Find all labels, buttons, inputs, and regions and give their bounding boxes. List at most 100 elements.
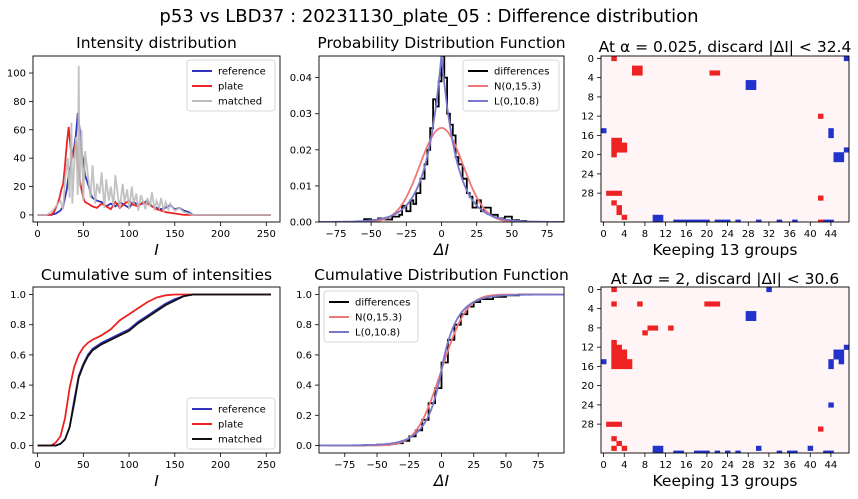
heatmap-cell [818,426,824,432]
y-tick-label: 1.0 [296,290,312,301]
x-tick-label: 36 [783,460,796,471]
y-tick-label: 0.04 [290,73,312,84]
x-tick-label: 16 [680,460,693,471]
y-tick-label: 0.0 [10,441,26,452]
y-tick-label: 0.2 [10,411,26,422]
heatmap-background [601,56,849,222]
heatmap-cell [611,344,617,350]
heatmap-cell [756,219,762,222]
heatmap-cell [621,214,628,220]
heatmap-cell [621,147,628,153]
x-tick-label: 36 [783,229,796,240]
heatmap-cell [745,315,752,321]
x-tick-label: 150 [165,229,184,240]
heatmap-cell [745,84,752,90]
heatmap-cell [673,450,679,453]
y-tick-label: 0 [588,285,594,296]
x-tick-label: 4 [621,229,627,240]
panel-title: At Δσ = 2, discard |ΔI| < 30.6 [611,270,839,288]
heatmap-cell [616,142,622,148]
panel-2: Probability Distribution Function −75 −50 −… [290,34,566,259]
heatmap-cell [719,219,726,222]
heatmap-cell [833,354,839,360]
panel-1: Intensity distribution 0 50 100 150 200 250 0 20… [7,34,281,259]
legend-box [462,59,560,112]
heatmap-cell [616,359,622,365]
y-tick-label: 16 [581,362,594,373]
heatmap-cell [843,56,849,62]
x-tick-label: 25 [467,460,480,471]
y-tick-label: 0.4 [296,381,312,392]
heatmap-cell [632,65,638,71]
x-axis-label: I [154,241,159,259]
figure-title: p53 vs LBD37 : 20231130_plate_05 : Diffe… [159,6,698,27]
legend-entry: reference [218,67,266,78]
heatmap-cell [611,421,617,427]
legend-entry: differences [494,67,549,78]
heatmap-cell [838,354,845,360]
heatmap-cell [818,113,824,119]
heatmap-cell [616,354,622,360]
x-tick-label: 50 [77,460,90,471]
heatmap-cell [725,450,731,453]
heatmap-cell [626,359,633,365]
y-tick-label: 4 [588,73,594,84]
x-tick-label: 200 [211,229,230,240]
heatmap-cell [750,80,757,86]
x-tick-label: 50 [77,229,90,240]
x-tick-label: 8 [642,460,648,471]
y-tick-label: 0 [588,54,594,65]
heatmap-cell [626,363,633,370]
y-tick-label: 0 [20,210,26,221]
series-line-l-0-10-8- [319,293,564,447]
heatmap-cell [657,450,664,453]
legend-entry: plate [218,420,243,431]
x-tick-label: −50 [361,229,382,240]
y-tick-label: 4 [588,304,594,315]
series-line-l-0-10-8- [319,56,564,222]
x-tick-label: 32 [763,229,776,240]
heatmap-cell [601,128,607,134]
y-tick-label: 0.4 [10,381,26,392]
x-tick-label: 44 [825,229,838,240]
heatmap-cell [828,363,834,370]
legend-entry: matched [218,97,262,108]
heatmap-cell [616,205,622,211]
plot-area [37,65,271,216]
legend-entry: N(0,15.3) [494,82,541,93]
y-tick-label: 40 [13,154,26,165]
heatmap-cell [611,363,617,370]
heatmap-cell [611,436,617,442]
panel-4: Cumulative sum of intensities 0 50 100 150 20… [10,266,281,490]
x-tick-label: 100 [120,460,139,471]
heatmap-cell [616,209,622,216]
heatmap-cell [823,219,829,222]
heatmap-cell [621,445,628,451]
heatmap-cell [694,219,700,222]
heatmap-cell [611,287,617,293]
axes-frame [600,55,850,223]
heatmap-cell [637,65,643,71]
x-tick-label: 28 [742,460,755,471]
heatmap-cell [704,450,710,453]
legend-entry: matched [218,435,262,446]
y-tick-label: 0.6 [10,350,26,361]
x-tick-label: 20 [701,229,714,240]
heatmap-cell [678,219,684,222]
heatmap-cell [616,349,622,355]
x-tick-label: −25 [396,229,417,240]
plot-area [37,293,271,447]
heatmap-cell [838,157,845,163]
heatmap-cell [776,219,783,222]
heatmap-cell [611,359,617,365]
heatmap-cell [694,450,700,453]
heatmap-cell [745,80,752,86]
heatmap-cell [652,214,659,220]
y-tick-label: 8 [588,92,594,103]
heatmap-cell [668,325,674,331]
heatmap-cell [807,445,814,451]
heatmap-cell [621,349,628,355]
heatmap-cell [756,445,762,451]
x-tick-label: 12 [659,229,672,240]
heatmap-cell [621,359,628,365]
